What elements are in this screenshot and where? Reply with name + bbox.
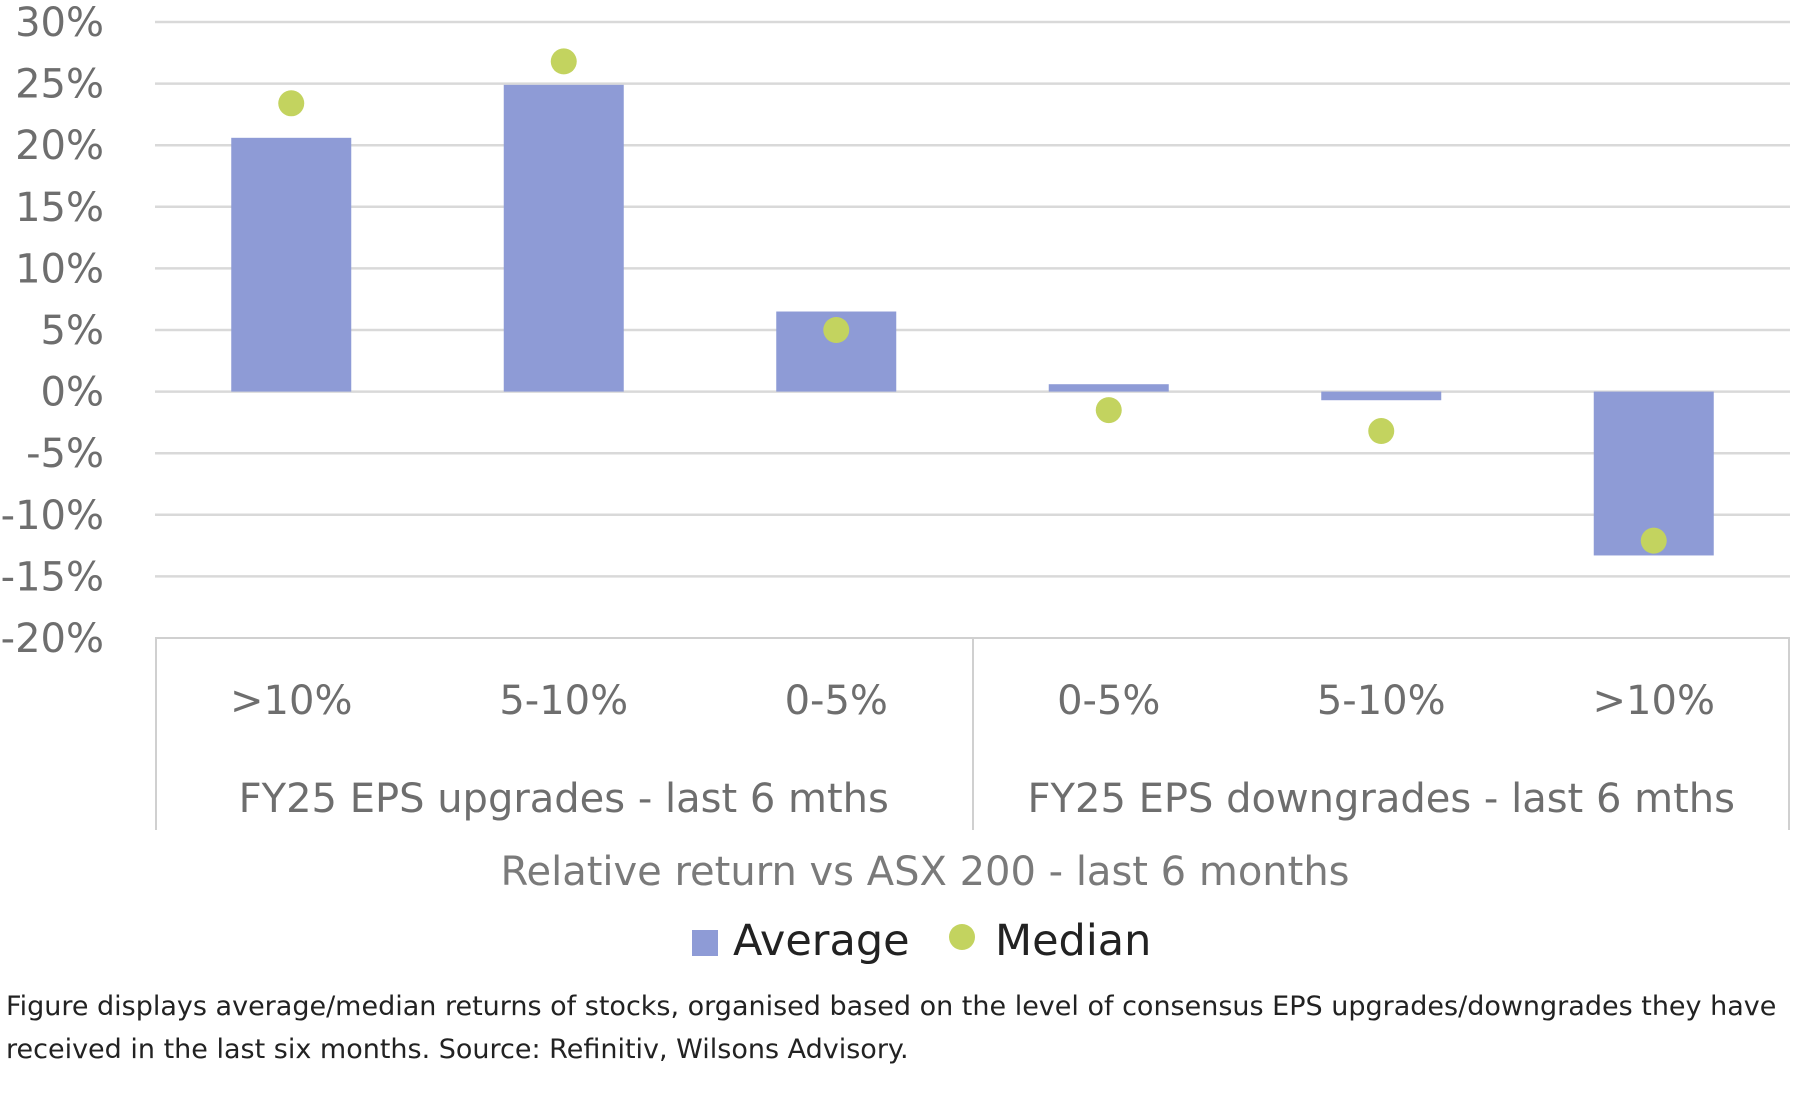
y-tick-label: 30% xyxy=(15,0,104,46)
x-category-label: 5-10% xyxy=(1317,678,1446,724)
figure-caption: Figure displays average/median returns o… xyxy=(6,991,1777,1065)
median-point xyxy=(1640,527,1667,554)
y-tick-label: -20% xyxy=(1,616,104,662)
y-tick-label: -15% xyxy=(1,554,104,600)
median-points xyxy=(278,48,1667,554)
x-axis-category-labels: >10% 5-10% 0-5% 0-5% 5-10% >10% xyxy=(230,678,1715,724)
y-axis-tick-labels: 30% 25% 20% 15% 10% 5% 0% -5% -10% -15% -20% xyxy=(1,0,104,662)
y-tick-label: 5% xyxy=(41,308,104,354)
average-bar xyxy=(1048,384,1169,392)
median-point xyxy=(823,317,850,343)
y-tick-label: -10% xyxy=(1,493,104,539)
x-group-label: FY25 EPS downgrades - last 6 mths xyxy=(1028,776,1735,822)
x-group-label: FY25 EPS upgrades - last 6 mths xyxy=(239,776,889,822)
x-category-label: >10% xyxy=(1593,678,1715,724)
median-point xyxy=(1368,418,1395,445)
x-category-label: 0-5% xyxy=(785,678,888,724)
gridlines xyxy=(155,20,1790,578)
chart: 30% 25% 20% 15% 10% 5% 0% -5% -10% -15% -20% >10% 5… xyxy=(1,0,1790,966)
x-axis-group-labels: FY25 EPS upgrades - last 6 mths FY25 EPS … xyxy=(239,776,1735,822)
median-point xyxy=(278,90,305,117)
y-tick-label: 10% xyxy=(15,246,104,292)
y-tick-label: 15% xyxy=(15,185,104,231)
x-category-label: 5-10% xyxy=(499,678,628,724)
legend-median-label: Median xyxy=(995,916,1151,966)
y-tick-label: 20% xyxy=(15,123,104,169)
y-tick-label: -5% xyxy=(26,431,104,477)
legend-average-swatch xyxy=(692,930,718,956)
y-tick-label: 0% xyxy=(41,370,104,416)
y-tick-label: 25% xyxy=(15,62,104,108)
legend-median-swatch xyxy=(949,924,975,950)
median-point xyxy=(550,48,577,75)
median-point xyxy=(1095,397,1122,424)
legend-average-label: Average xyxy=(733,916,910,966)
x-axis-title: Relative return vs ASX 200 - last 6 mont… xyxy=(500,849,1349,895)
average-bar xyxy=(231,137,352,392)
average-bars xyxy=(231,84,1714,556)
average-bar xyxy=(1321,391,1442,401)
average-bar xyxy=(503,84,624,392)
x-axis-frame xyxy=(155,637,1790,830)
x-category-label: >10% xyxy=(230,678,352,724)
legend: Average Median xyxy=(692,916,1151,966)
x-category-label: 0-5% xyxy=(1057,678,1160,724)
